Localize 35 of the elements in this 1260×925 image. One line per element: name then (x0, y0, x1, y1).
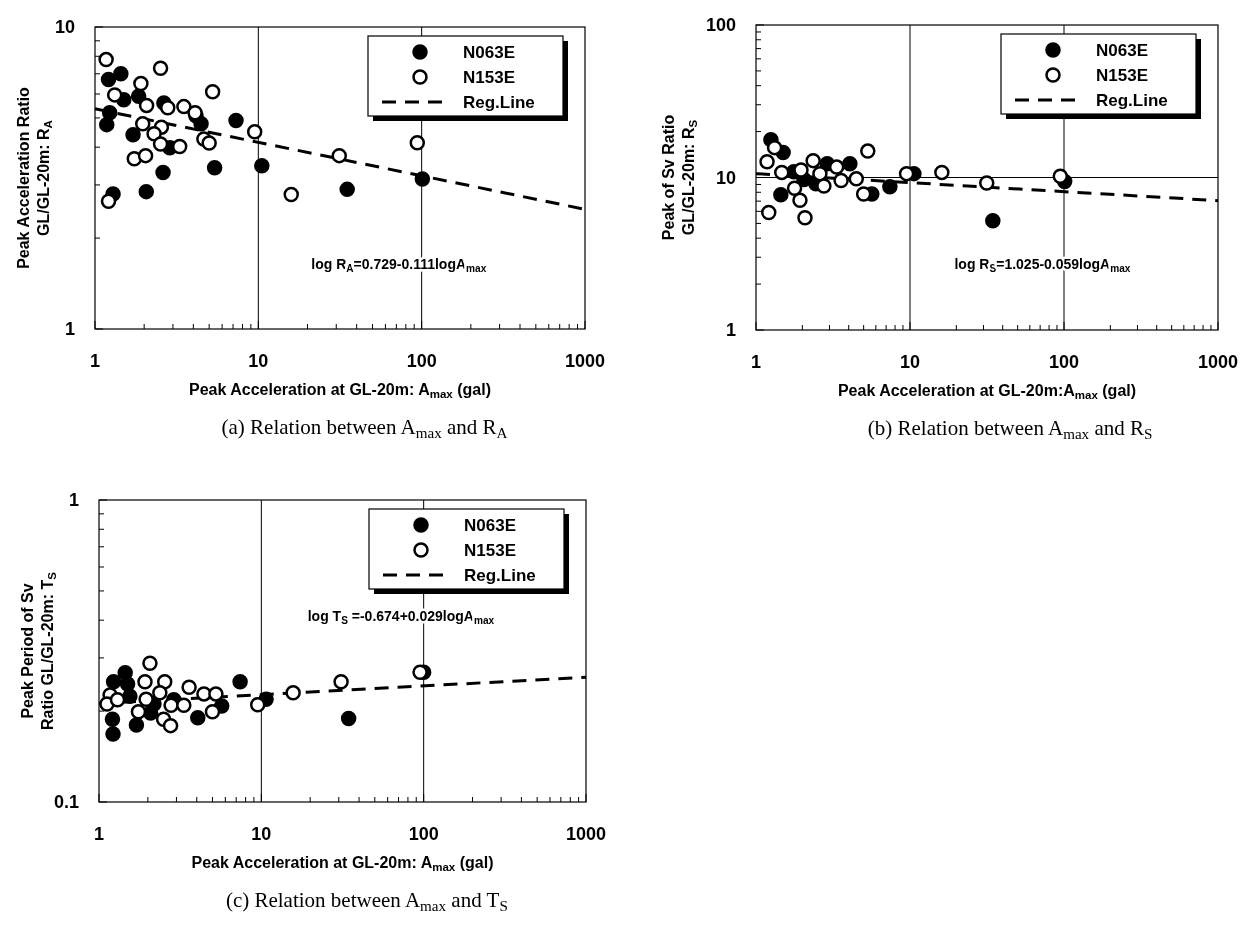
legend-label: N153E (1096, 65, 1148, 85)
x-axis-title: Peak Acceleration at GL-20m: A$_{max}$ (gal) (189, 381, 491, 400)
y-tick-label: 1 (68, 490, 79, 511)
x-tick-label: 1000 (1197, 352, 1239, 372)
x-tick-label: 100 (1048, 352, 1080, 372)
x-tick-label: 1000 (565, 824, 607, 844)
y-tick-label: 10 (54, 17, 75, 38)
y-tick-label: 0.1 (53, 792, 79, 813)
text: (c) Relation between A$_{max}$ and T$_{S}$ (225, 888, 508, 914)
legend-label: N153E (463, 67, 515, 87)
x-axis-title: Peak Acceleration at GL-20m: A$_{max}$ (gal) (191, 854, 494, 873)
y-tick-label: 100 (705, 15, 736, 36)
text: (b) Relation between A$_{max}$ and R$_{S}$ (867, 416, 1153, 442)
legend-label: N063E (1096, 40, 1148, 60)
x-tick-label: 1 (93, 824, 105, 844)
y-tick-label: 10 (715, 167, 736, 188)
x-axis-title: Peak Acceleration at GL-20m:A$_{max}$ (gal) (837, 382, 1137, 401)
annotation: log R$_{S}$=1.025-0.059logA$_{max}$ (954, 256, 1131, 274)
x-tick-label: 100 (406, 351, 437, 371)
x-tick-label: 100 (408, 824, 439, 844)
x-tick-label: 1 (750, 352, 762, 372)
y-tick-label: 1 (725, 320, 736, 341)
legend-label: N063E (464, 515, 516, 535)
legend-label: Reg.Line (464, 565, 536, 585)
legend-label: N153E (464, 540, 516, 560)
x-tick-label: 1 (89, 351, 101, 371)
x-tick-label: 10 (251, 824, 272, 844)
x-tick-label: 1000 (564, 351, 606, 371)
legend-label: Reg.Line (1096, 90, 1168, 110)
legend-label: Reg.Line (463, 92, 535, 112)
x-tick-label: 10 (248, 351, 269, 371)
y-tick-label: 1 (64, 319, 75, 340)
x-tick-label: 10 (899, 352, 921, 372)
text: (a) Relation between A$_{max}$ and R$_{A}$ (221, 415, 508, 441)
legend-label: N063E (463, 42, 515, 62)
